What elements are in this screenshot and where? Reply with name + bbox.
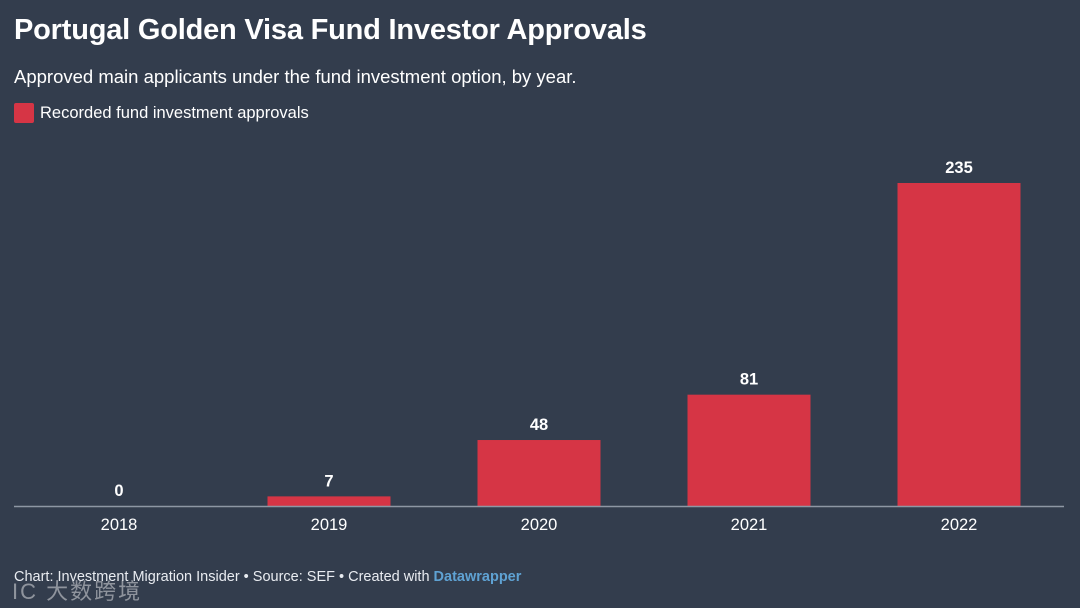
x-tick-label-2021: 2021	[731, 516, 768, 534]
bar-2019	[267, 496, 391, 506]
chart-subtitle: Approved main applicants under the fund …	[14, 66, 577, 87]
x-tick-label-2019: 2019	[311, 516, 348, 534]
value-label-2021: 81	[740, 371, 758, 389]
x-tick-label-2022: 2022	[941, 516, 978, 534]
bar-2021	[687, 394, 811, 506]
bar-2022	[897, 183, 1021, 506]
x-tick-label-2018: 2018	[101, 516, 138, 534]
value-label-2022: 235	[945, 159, 973, 177]
x-tick-label-2020: 2020	[521, 516, 558, 534]
bar-2020	[477, 440, 601, 506]
chart-title: Portugal Golden Visa Fund Investor Appro…	[14, 14, 647, 46]
value-label-2018: 0	[114, 482, 123, 500]
footer-text: Chart: Investment Migration Insider • So…	[14, 569, 434, 585]
datawrapper-link[interactable]: Datawrapper	[433, 569, 522, 585]
legend-swatch	[14, 103, 34, 123]
value-label-2019: 7	[324, 472, 333, 490]
footer-credit: Chart: Investment Migration Insider • So…	[14, 569, 521, 585]
value-label-2020: 48	[530, 416, 548, 434]
legend: Recorded fund investment approvals	[14, 103, 309, 123]
legend-label: Recorded fund investment approvals	[40, 103, 309, 122]
